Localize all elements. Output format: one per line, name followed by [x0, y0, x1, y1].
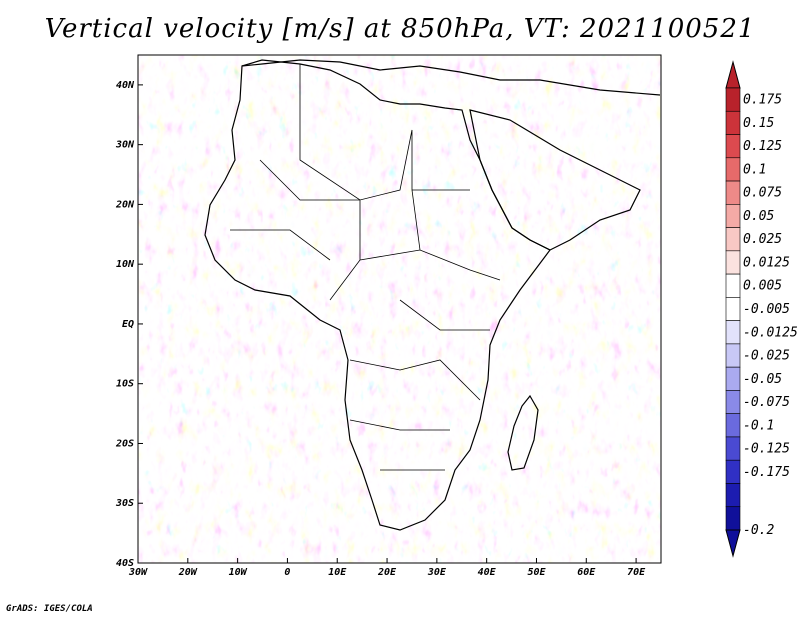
colorbar-max-arrow — [725, 60, 741, 89]
colorbar-label: 0.15 — [743, 116, 774, 131]
madagascar-coastline — [507, 394, 539, 471]
lat-tick-label: 30S — [115, 498, 134, 509]
colorbar-swatch — [725, 483, 741, 508]
europe-coastline — [241, 59, 661, 96]
colorbar-swatch — [725, 436, 741, 461]
colorbar-label: -0.175 — [743, 465, 790, 480]
colorbar-label: -0.125 — [743, 442, 790, 457]
colorbar-label: -0.075 — [743, 395, 790, 410]
lon-tick-label: 70E — [627, 567, 646, 578]
colorbar-min-arrow — [725, 529, 741, 558]
colorbar-label: -0.2 — [743, 523, 774, 538]
lat-tick-label: 40S — [116, 558, 134, 569]
colorbar-swatch — [725, 250, 741, 275]
lat-tick-label: 20S — [115, 438, 134, 449]
colorbar-swatch — [725, 320, 741, 345]
lat-tick-label: 10S — [116, 379, 134, 390]
velocity-field — [138, 55, 661, 563]
chart-title: Vertical velocity [m/s] at 850hPa, VT: 2… — [44, 14, 756, 44]
colorbar-swatch — [725, 134, 741, 159]
lat-tick-label: 10N — [116, 259, 135, 270]
latitude-axis: 40N 30N 20N 10N EQ 10S 20S 30S 40S — [115, 80, 143, 569]
lon-tick-label: 50E — [527, 567, 546, 578]
lon-tick-label: 0 — [284, 567, 290, 578]
lon-tick-label: 20E — [377, 567, 397, 578]
colorbar-swatch — [725, 343, 741, 368]
coastlines — [204, 59, 661, 531]
lon-tick-label: 40E — [478, 567, 497, 578]
colorbar-label: 0.1 — [743, 162, 766, 177]
country-borders — [230, 64, 501, 471]
colorbar-swatch — [725, 180, 741, 205]
colorbar-swatch — [725, 204, 741, 228]
colorbar-swatch — [725, 273, 741, 298]
colorbar-swatch — [725, 157, 741, 182]
credit-text: GrADS: IGES/COLA — [6, 604, 93, 614]
colorbar-label: -0.0125 — [743, 325, 798, 340]
colorbar-swatch — [725, 297, 741, 321]
colorbar-swatch — [725, 413, 741, 438]
colorbar-label: 0.0125 — [743, 255, 790, 270]
colorbar-label: -0.005 — [743, 302, 790, 317]
colorbar-label: 0.075 — [743, 186, 782, 201]
lat-tick-label: 30N — [115, 140, 135, 151]
lon-tick-label: 30W — [128, 567, 148, 578]
lat-tick-label: 20N — [115, 199, 135, 210]
longitude-axis: 30W 20W 10W 0 10E 20E 30E 40E 50E 60E 70E — [128, 558, 646, 578]
colorbar-label: 0.175 — [743, 93, 782, 108]
colorbar-label: -0.05 — [743, 372, 782, 387]
map-plot-area — [137, 54, 662, 564]
colorbar-label: -0.025 — [743, 349, 790, 364]
colorbar-swatch — [725, 110, 741, 135]
colorbar-label: 0.025 — [743, 232, 782, 247]
colorbar: 0.175 0.15 0.125 0.1 0.075 0.05 0.025 0.0125 0.0… — [725, 60, 798, 558]
lon-tick-label: 20W — [178, 567, 198, 578]
lon-tick-label: 30E — [427, 567, 447, 578]
africa-coastline — [204, 59, 551, 531]
colorbar-label: -0.1 — [743, 418, 774, 433]
colorbar-label: 0.125 — [743, 139, 782, 154]
lon-tick-label: 10E — [328, 567, 347, 578]
lon-tick-label: 60E — [577, 567, 596, 578]
lon-tick-label: 10W — [229, 567, 248, 578]
arabia-coastline — [469, 109, 641, 251]
colorbar-swatch — [725, 366, 741, 391]
colorbar-label: 0.005 — [743, 279, 782, 294]
colorbar-swatch — [725, 227, 741, 252]
colorbar-swatch — [725, 390, 741, 414]
colorbar-swatch — [725, 459, 741, 484]
colorbar-label: 0.05 — [743, 209, 774, 224]
lat-tick-label: 40N — [116, 80, 135, 91]
colorbar-swatch — [725, 87, 741, 112]
map-frame — [137, 54, 662, 564]
lat-tick-label: EQ — [122, 319, 134, 330]
colorbar-swatch — [725, 506, 741, 531]
